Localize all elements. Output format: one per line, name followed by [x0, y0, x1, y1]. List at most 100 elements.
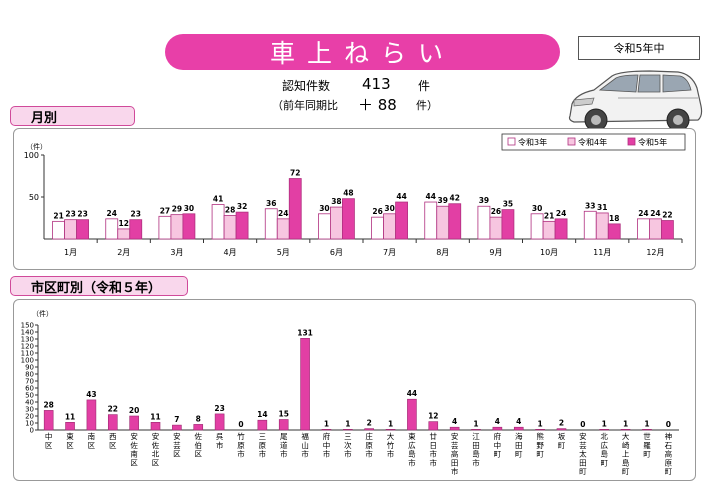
bar — [129, 219, 143, 240]
bar — [150, 422, 161, 431]
bar — [330, 206, 343, 240]
data-label: 24 — [650, 209, 660, 218]
bar — [193, 424, 204, 431]
legend-box — [501, 133, 686, 151]
y-tick-label: 0 — [30, 427, 34, 435]
y-tick-label: 30 — [25, 406, 34, 414]
y-tick-label: 50 — [25, 392, 34, 400]
data-label: 20 — [129, 406, 139, 415]
data-label: 30 — [319, 204, 329, 213]
data-label: 0 — [666, 420, 671, 429]
x-tick-label: 10月 — [540, 248, 558, 257]
data-label: 0 — [580, 420, 585, 429]
x-tick-label: 呉市 — [216, 432, 224, 450]
data-label: 27 — [160, 206, 170, 215]
x-tick-label: 佐伯区 — [195, 431, 203, 459]
bar — [607, 223, 621, 240]
yoy-unit: 件） — [416, 99, 438, 112]
x-tick-label: 東広島市 — [408, 431, 416, 467]
data-label: 44 — [407, 389, 417, 398]
data-label: 43 — [86, 390, 96, 399]
data-label: 4 — [495, 417, 500, 426]
data-label: 22 — [662, 211, 672, 220]
bar — [492, 426, 503, 431]
monthly-section-label: 月別 — [10, 106, 135, 126]
data-label: 23 — [65, 210, 75, 219]
bar — [107, 414, 118, 431]
data-label: 21 — [544, 211, 554, 220]
x-tick-label: 2月 — [117, 248, 130, 257]
bar — [158, 215, 172, 240]
x-tick-label: 南区 — [88, 431, 96, 450]
bar — [235, 211, 249, 240]
count-unit: 件 — [418, 79, 431, 93]
y-tick-label: 70 — [25, 378, 34, 386]
x-tick-label: 神石高原町 — [665, 431, 673, 476]
y-tick-label: 60 — [25, 385, 34, 393]
x-tick-label: 福山市 — [301, 432, 309, 459]
data-label: 1 — [473, 419, 478, 428]
data-label: 39 — [479, 196, 489, 205]
data-label: 28 — [225, 205, 235, 214]
x-tick-label: 8月 — [436, 248, 449, 257]
x-tick-label: 中区 — [45, 431, 53, 450]
bar — [76, 219, 89, 240]
car-icon — [568, 70, 703, 132]
x-tick-label: 熊野町 — [536, 431, 544, 459]
yoy-label: （前年同期比 — [272, 99, 338, 112]
legend: 令和3年 令和4年 令和5年 — [501, 133, 686, 151]
data-label: 39 — [438, 196, 448, 205]
x-tick-label: 廿日市市 — [430, 431, 438, 467]
data-label: 7 — [174, 415, 179, 424]
bar — [321, 429, 332, 431]
data-label: 1 — [602, 419, 607, 428]
x-tick-label: 北広島町 — [600, 432, 608, 467]
bar — [385, 429, 396, 431]
bar — [223, 215, 237, 240]
x-tick-label: 府中町 — [494, 431, 502, 459]
data-label: 30 — [384, 204, 394, 213]
x-tick-label: 大崎上島町 — [622, 431, 630, 476]
data-label: 35 — [503, 200, 513, 209]
bar — [556, 428, 567, 431]
legend-swatch — [507, 137, 516, 146]
data-label: 14 — [257, 410, 267, 419]
bar — [214, 413, 225, 431]
bar — [642, 429, 652, 431]
bar — [105, 218, 119, 240]
legend-label: 令和4年 — [578, 137, 607, 147]
bar — [343, 429, 353, 431]
data-label: 26 — [491, 207, 501, 216]
y-tick-label: 130 — [21, 336, 34, 344]
data-label: 12 — [428, 412, 438, 421]
x-tick-label: 府中市 — [323, 431, 331, 459]
data-label: 18 — [609, 214, 619, 223]
x-tick-label: 竹原市 — [237, 431, 245, 459]
x-tick-label: 東区 — [66, 431, 74, 450]
y-tick-label: 150 — [21, 322, 34, 330]
bar — [424, 201, 438, 240]
data-label: 36 — [266, 199, 276, 208]
x-tick-label: 9月 — [489, 248, 502, 257]
bar — [170, 214, 184, 240]
bar — [501, 209, 515, 240]
data-label: 2 — [559, 419, 564, 428]
bar — [449, 426, 460, 431]
bar — [583, 210, 597, 240]
data-label: 1 — [345, 419, 350, 428]
bar — [64, 219, 77, 240]
y-tick-label: 90 — [25, 364, 34, 372]
bar — [117, 228, 131, 240]
x-tick-label: 庄原市 — [365, 431, 373, 459]
bar — [477, 205, 491, 240]
y-tick-label: 10 — [25, 420, 34, 428]
count-value: 413 — [362, 75, 391, 93]
data-label: 33 — [585, 201, 595, 210]
data-label: 44 — [426, 192, 436, 201]
data-label: 22 — [108, 405, 118, 414]
bar — [661, 220, 674, 240]
data-label: 1 — [644, 419, 649, 428]
bar — [129, 415, 139, 431]
period-label: 令和5年中 — [578, 36, 700, 60]
